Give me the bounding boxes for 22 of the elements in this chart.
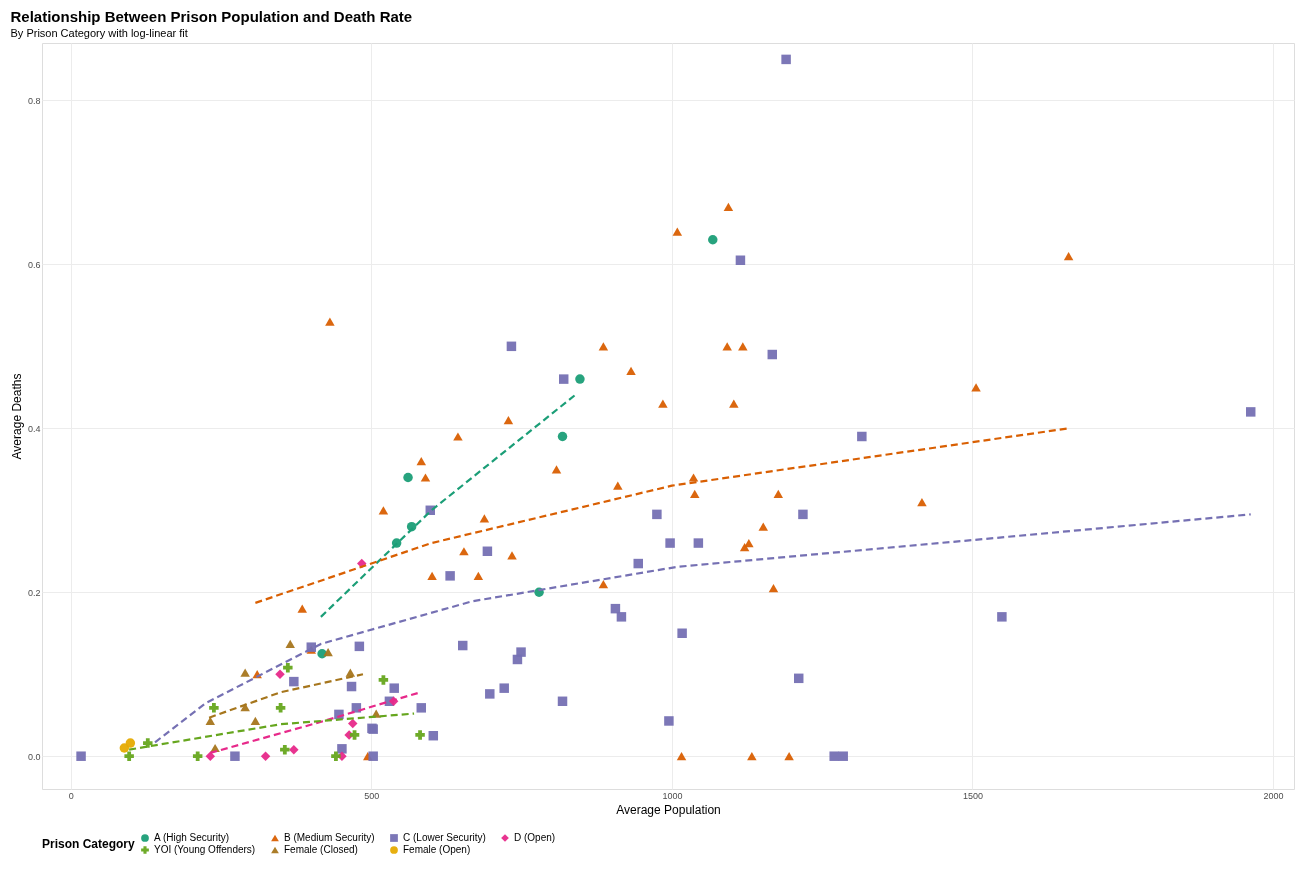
y-axis-title: Average Deaths: [9, 373, 24, 460]
legend-label: D (Open): [514, 832, 556, 843]
chart-title: Relationship Between Prison Population and Death Rate: [10, 8, 413, 25]
x-tick-label: 2000: [1263, 790, 1284, 801]
y-tick-label: 0.6: [27, 259, 41, 270]
legend-label: Female (Open): [403, 844, 471, 855]
legend-label: A (High Security): [154, 832, 230, 843]
legend-label: Female (Closed): [284, 844, 358, 855]
legend-label: C (Lower Security): [403, 832, 486, 843]
legend-label: B (Medium Security): [284, 832, 375, 843]
legend-title: Prison Category: [42, 837, 136, 851]
x-tick-label: 0: [68, 790, 74, 801]
y-tick-label: 0.4: [27, 423, 41, 434]
y-tick-label: 0.2: [27, 587, 41, 598]
x-tick-label: 500: [364, 790, 380, 801]
y-tick-label: 0.0: [27, 751, 41, 762]
x-tick-label: 1500: [962, 790, 983, 801]
legend-label: YOI (Young Offenders): [154, 844, 256, 855]
x-axis-title: Average Population: [616, 802, 721, 817]
y-tick-label: 0.8: [27, 95, 41, 106]
chart-subtitle: By Prison Category with log-linear fit: [10, 27, 188, 39]
x-tick-label: 1000: [662, 790, 683, 801]
